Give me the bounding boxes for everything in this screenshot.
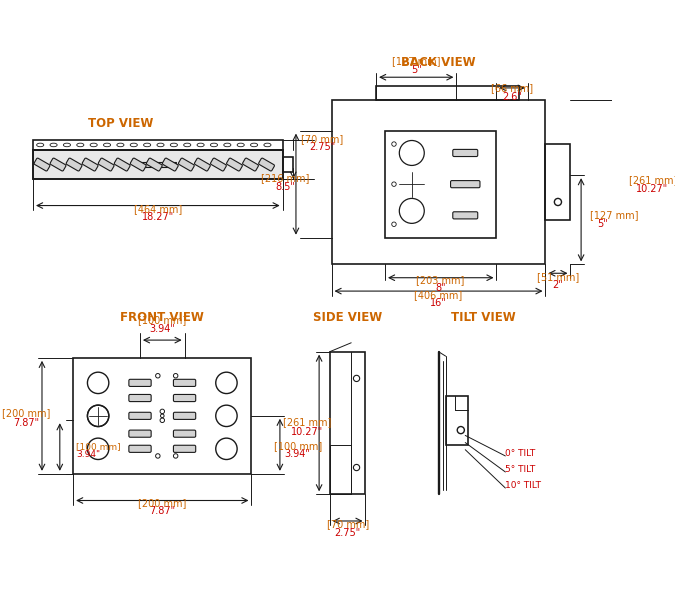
FancyBboxPatch shape [130,158,146,171]
Text: 7.87": 7.87" [149,506,176,516]
FancyBboxPatch shape [227,158,242,171]
Text: 0° TILT: 0° TILT [506,449,535,458]
FancyBboxPatch shape [173,430,196,437]
FancyBboxPatch shape [129,394,151,401]
Bar [330,445,351,494]
Text: 2.75": 2.75" [309,142,335,152]
FancyBboxPatch shape [99,158,114,171]
Text: [100 mm]: [100 mm] [76,442,120,451]
FancyBboxPatch shape [163,158,178,171]
FancyBboxPatch shape [453,212,478,219]
FancyBboxPatch shape [242,158,259,171]
Text: [100 mm]: [100 mm] [138,314,186,325]
Text: [406 mm]: [406 mm] [414,290,462,299]
Text: TOP VIEW: TOP VIEW [88,117,153,130]
FancyBboxPatch shape [129,412,151,419]
Text: 2.6": 2.6" [503,92,522,102]
Bar [446,396,468,445]
FancyBboxPatch shape [129,445,151,452]
FancyBboxPatch shape [173,379,196,386]
Text: 5": 5" [411,65,422,75]
FancyBboxPatch shape [34,158,50,171]
Text: [216 mm]: [216 mm] [261,173,309,183]
Text: 8.5": 8.5" [275,182,295,192]
Text: BACK VIEW: BACK VIEW [401,56,476,68]
Text: TILT VIEW: TILT VIEW [451,311,516,325]
Text: 5° TILT: 5° TILT [506,465,535,474]
Text: 7.87": 7.87" [13,418,39,428]
Text: [70 mm]: [70 mm] [327,520,369,530]
Text: 2": 2" [553,280,564,290]
Bar [283,157,293,172]
Text: [200 mm]: [200 mm] [138,498,186,508]
FancyBboxPatch shape [129,379,151,386]
Text: FRONT VIEW: FRONT VIEW [120,311,205,325]
Text: SIDE VIEW: SIDE VIEW [313,311,382,325]
FancyBboxPatch shape [66,158,82,171]
FancyBboxPatch shape [114,158,130,171]
Text: [70 mm]: [70 mm] [301,134,344,144]
Text: [100 mm]: [100 mm] [273,441,322,451]
FancyBboxPatch shape [173,412,196,419]
Text: 10.27": 10.27" [637,184,669,194]
Text: [51 mm]: [51 mm] [537,272,579,282]
Bar [33,150,283,179]
FancyBboxPatch shape [453,149,478,157]
Text: 3.94": 3.94" [285,449,310,459]
Text: 18.27": 18.27" [142,212,174,222]
Text: 16": 16" [430,298,447,308]
Text: 2.75": 2.75" [335,527,360,538]
Text: 5": 5" [597,219,608,229]
Text: [464 mm]: [464 mm] [134,204,182,214]
Bar [33,150,283,179]
Text: [261 mm]: [261 mm] [629,175,675,185]
Bar [73,358,251,474]
Text: 3.94": 3.94" [149,323,176,334]
Text: 8": 8" [435,283,446,293]
Bar [331,100,545,265]
Text: [203 mm]: [203 mm] [416,275,464,286]
FancyBboxPatch shape [259,158,275,171]
Text: 10.27": 10.27" [292,427,323,437]
FancyBboxPatch shape [173,445,196,452]
Text: 3.94": 3.94" [76,449,100,458]
Bar [33,140,283,150]
Text: [261 mm]: [261 mm] [284,417,331,427]
Text: 10° TILT: 10° TILT [506,481,541,490]
Bar [545,144,570,220]
FancyBboxPatch shape [50,158,66,171]
FancyBboxPatch shape [211,158,226,171]
Text: [127 mm]: [127 mm] [590,211,639,220]
Text: [66 mm]: [66 mm] [491,83,533,93]
FancyBboxPatch shape [450,181,480,188]
Bar [140,162,176,167]
Text: [200 mm]: [200 mm] [2,408,50,418]
Bar [385,131,496,238]
FancyBboxPatch shape [129,430,151,437]
Text: [127 mm]: [127 mm] [392,56,441,66]
FancyBboxPatch shape [178,158,194,171]
FancyBboxPatch shape [173,394,196,401]
Bar [330,352,365,494]
FancyBboxPatch shape [194,158,211,171]
FancyBboxPatch shape [82,158,98,171]
Bar [376,86,518,100]
FancyBboxPatch shape [146,158,162,171]
